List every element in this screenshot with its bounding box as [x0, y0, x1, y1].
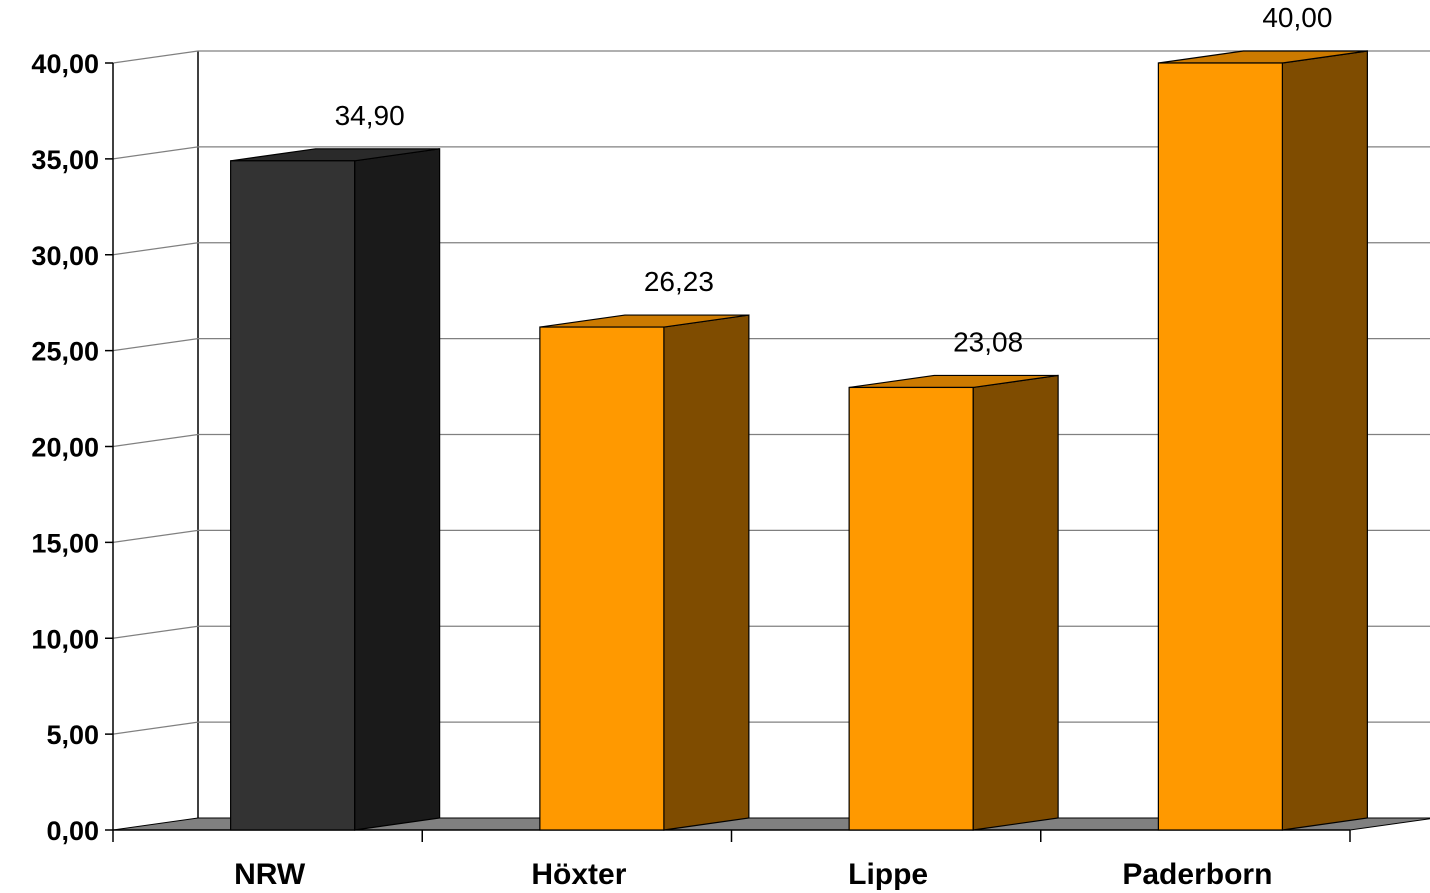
y-tick-label: 35,00: [31, 145, 99, 175]
y-tick-label: 30,00: [31, 241, 99, 271]
bar-paderborn: [1157, 50, 1368, 831]
data-label: 23,08: [953, 326, 1023, 357]
bar-side: [663, 314, 750, 831]
data-label: 40,00: [1262, 2, 1332, 33]
gridline-side: [112, 338, 199, 352]
bar-side: [972, 374, 1059, 831]
y-tick-label: 5,00: [46, 720, 99, 750]
y-tick-label: 10,00: [31, 624, 99, 654]
bar-h-xter: [539, 314, 750, 831]
x-tick-label: Höxter: [531, 858, 626, 891]
bar-lippe: [848, 374, 1059, 831]
bar-nrw: [230, 148, 441, 831]
y-tick-label: 40,00: [31, 49, 99, 79]
gridline-side: [112, 433, 199, 448]
labels: 34,90 NRW 26,23 Höxter 23,08 Lippe 40,00 Paderb…: [234, 2, 1332, 891]
bars: [230, 50, 1368, 831]
gridline-side: [112, 625, 199, 639]
bar-side: [1281, 50, 1368, 831]
x-tick-label: Lippe: [848, 858, 928, 891]
x-tick-label: NRW: [234, 858, 306, 891]
y-tick-label: 0,00: [46, 816, 99, 846]
gridline-side: [112, 50, 199, 64]
data-label: 34,90: [335, 100, 405, 131]
gridline-side: [112, 242, 199, 256]
x-tick-label: Paderborn: [1122, 858, 1272, 891]
y-tick-label: 15,00: [31, 528, 99, 558]
data-label: 26,23: [644, 266, 714, 297]
y-tick-label: 20,00: [31, 433, 99, 463]
gridline-side: [112, 146, 199, 160]
gridline-side: [112, 721, 199, 735]
bar-side: [354, 148, 441, 831]
bar-front: [539, 326, 665, 831]
bar-front: [848, 386, 974, 831]
bar-front: [230, 160, 356, 831]
y-tick-label: 25,00: [31, 337, 99, 367]
axes: 0,00 5,00 10,00 15,00 20,00 25,00 30,00 35,00 40…: [31, 49, 1351, 846]
gridline-side: [112, 529, 199, 543]
bar-front: [1157, 62, 1283, 831]
